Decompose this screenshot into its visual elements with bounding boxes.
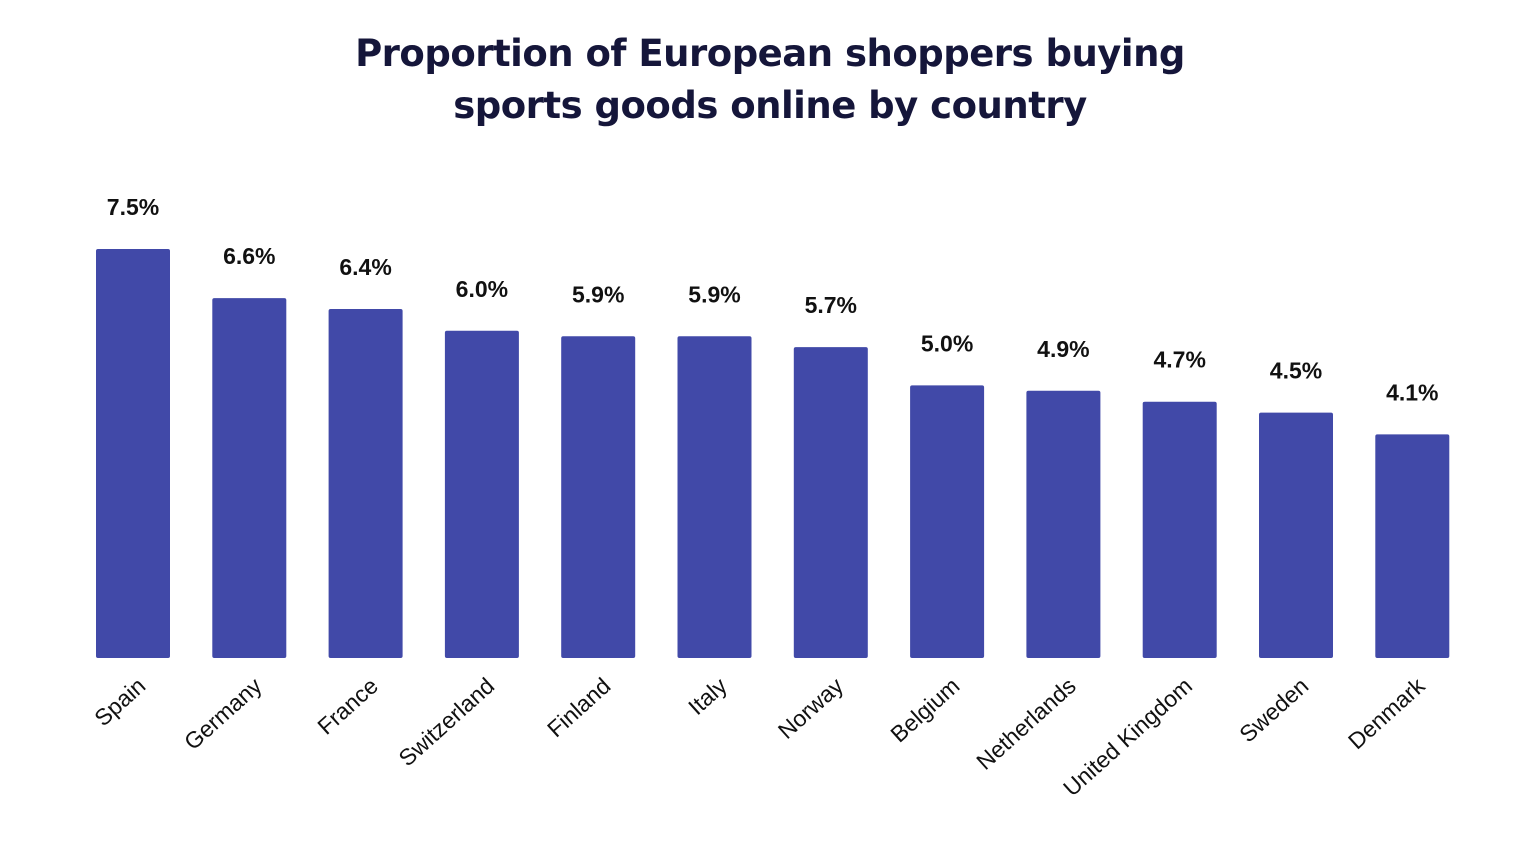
bar-spain [96, 249, 170, 658]
category-label: Netherlands [971, 672, 1081, 774]
category-label: France [312, 672, 383, 739]
category-label: Norway [773, 672, 849, 744]
value-label: 4.1% [1386, 379, 1438, 405]
bar-italy [677, 336, 752, 658]
bar-germany [212, 298, 287, 658]
bar-netherlands [1026, 390, 1101, 658]
category-label: Finland [542, 672, 615, 742]
value-label: 5.7% [805, 292, 857, 318]
value-label: 6.4% [339, 254, 391, 280]
bar-france [328, 308, 403, 658]
category-label: Sweden [1234, 672, 1313, 747]
bar-finland [561, 336, 636, 658]
value-label: 6.0% [456, 276, 508, 302]
value-label: 6.6% [223, 243, 275, 269]
value-label: 4.5% [1270, 358, 1322, 384]
value-label: 5.9% [572, 281, 624, 307]
category-label: Belgium [885, 672, 964, 747]
bar-denmark [1375, 434, 1450, 658]
chart-title: Proportion of European shoppers buying s… [0, 28, 1536, 132]
category-label: Switzerland [393, 672, 499, 771]
category-label: Denmark [1343, 672, 1430, 754]
bar-sweden [1259, 412, 1333, 658]
category-label: Spain [89, 672, 150, 731]
value-label: 5.0% [921, 330, 973, 356]
value-label: 5.9% [688, 281, 740, 307]
value-label: 7.5% [107, 194, 159, 220]
category-label: Italy [683, 672, 732, 720]
bar-belgium [910, 385, 985, 658]
bar-norway [793, 347, 868, 658]
chart-title-line-1: Proportion of European shoppers buying [355, 32, 1185, 75]
value-label: 4.7% [1153, 347, 1205, 373]
bar-united-kingdom [1142, 401, 1217, 658]
category-label: Germany [179, 672, 267, 755]
value-label: 4.9% [1037, 336, 1089, 362]
chart-title-line-2: sports goods online by country [453, 84, 1087, 127]
bar-switzerland [444, 330, 519, 658]
